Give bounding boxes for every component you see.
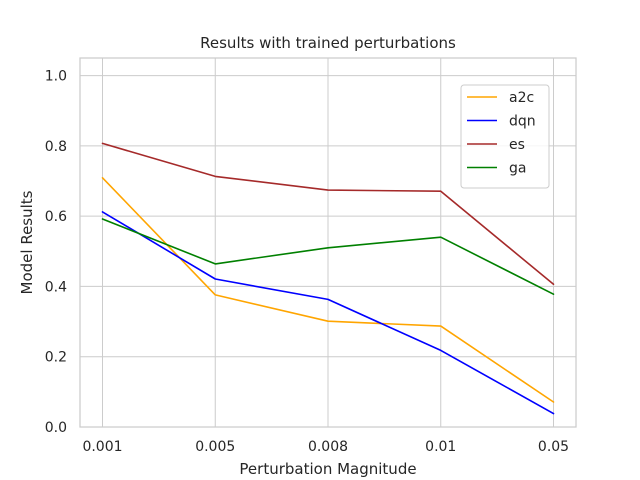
series-group: [101, 142, 555, 415]
y-tick-label: 0.4: [45, 279, 67, 295]
legend-label-ga: ga: [509, 161, 526, 177]
y-tick-label: 0.8: [45, 139, 67, 155]
y-tick-labels: 0.0 0.2 0.4 0.6 0.8 1.0: [45, 69, 67, 436]
legend-label-dqn: dqn: [509, 114, 536, 130]
chart-title: Results with trained perturbations: [200, 34, 456, 52]
x-tick-label: 0.008: [308, 439, 348, 455]
legend-entries: a2c dqn es ga: [467, 90, 536, 177]
y-tick-label: 0.2: [45, 350, 67, 366]
legend-label-es: es: [509, 137, 525, 153]
plot-frame: [79, 57, 577, 428]
series-line-dqn: [101, 211, 555, 415]
legend: a2c dqn es ga: [460, 84, 550, 189]
legend-label-a2c: a2c: [509, 90, 534, 106]
x-tick-label: 0.05: [538, 439, 569, 455]
y-axis-label: Model Results: [18, 190, 36, 294]
legend-box: [460, 84, 550, 189]
x-tick-label: 0.01: [425, 439, 456, 455]
series-line-ga: [101, 218, 555, 296]
x-axis-label: Perturbation Magnitude: [239, 460, 416, 478]
series-line-es: [101, 142, 555, 286]
y-tick-label: 0.0: [45, 420, 67, 436]
x-tick-label: 0.005: [195, 439, 235, 455]
x-tick-label: 0.001: [82, 439, 122, 455]
y-tick-label: 1.0: [45, 69, 67, 85]
x-tick-labels: 0.001 0.005 0.008 0.01 0.05: [82, 439, 569, 455]
y-tick-label: 0.6: [45, 209, 67, 225]
grid: [80, 58, 576, 428]
